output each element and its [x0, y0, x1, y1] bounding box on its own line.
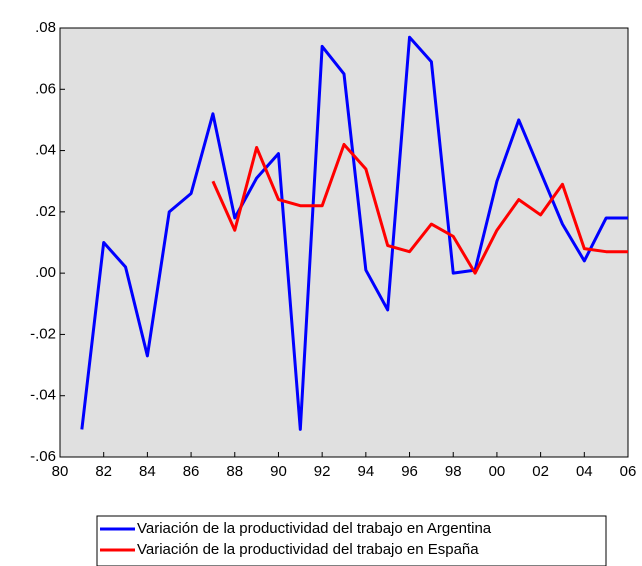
x-tick-label: 88 — [226, 463, 243, 480]
x-tick-label: 96 — [401, 463, 418, 480]
x-tick-label: 04 — [576, 463, 593, 480]
x-tick-label: 80 — [52, 463, 69, 480]
x-tick-label: 98 — [445, 463, 462, 480]
x-tick-label: 86 — [183, 463, 200, 480]
x-tick-label: 02 — [532, 463, 549, 480]
plot-area — [59, 27, 629, 458]
y-tick-label: .04 — [35, 142, 56, 159]
x-tick-label: 06 — [620, 463, 637, 480]
x-tick-label: 92 — [314, 463, 331, 480]
series-line — [80, 35, 628, 431]
x-tick-label: 00 — [489, 463, 506, 480]
y-tick-label: .00 — [35, 264, 56, 281]
y-tick-label: .06 — [35, 80, 56, 97]
legend-label: Variación de la productividad del trabaj… — [137, 520, 492, 537]
y-tick-label: -.02 — [30, 325, 56, 342]
y-tick-label: -.06 — [30, 448, 56, 465]
y-tick-label: -.04 — [30, 387, 56, 404]
y-tick-label: .02 — [35, 203, 56, 220]
x-tick-label: 90 — [270, 463, 287, 480]
x-tick-label: 94 — [358, 463, 375, 480]
x-tick-label: 82 — [95, 463, 112, 480]
legend-label: Variación de la productividad del trabaj… — [137, 541, 479, 558]
series-line — [211, 142, 628, 275]
x-tick-label: 84 — [139, 463, 156, 480]
legend-box — [96, 515, 607, 566]
y-tick-label: .08 — [35, 19, 56, 36]
